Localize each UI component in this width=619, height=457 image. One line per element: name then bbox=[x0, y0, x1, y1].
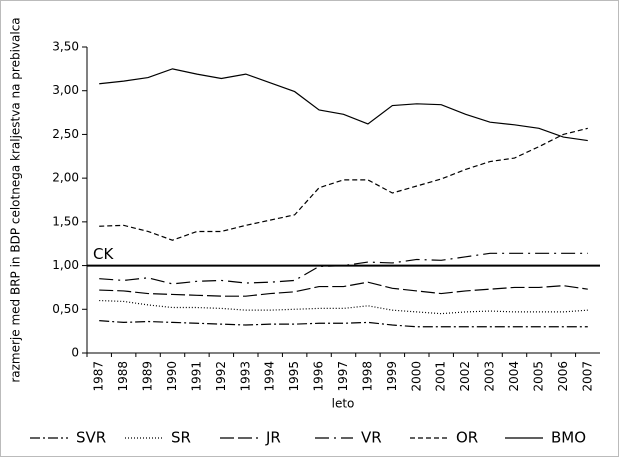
x-tick-label: 1998 bbox=[360, 361, 374, 392]
x-tick-label: 1987 bbox=[92, 361, 106, 392]
x-tick-label: 1989 bbox=[141, 361, 155, 392]
y-tick-label: 2,00 bbox=[52, 171, 79, 185]
x-tick-label: 1988 bbox=[116, 361, 130, 392]
y-tick-label: 3,00 bbox=[52, 83, 79, 97]
legend-label: JR bbox=[265, 429, 281, 447]
y-tick-label: 0 bbox=[71, 346, 79, 360]
legend-label: OR bbox=[456, 429, 478, 447]
series-line bbox=[99, 281, 588, 297]
x-tick-label: 2003 bbox=[483, 361, 497, 392]
x-tick-label: 1997 bbox=[336, 361, 350, 392]
x-tick-label: 1992 bbox=[214, 361, 228, 392]
x-tick-label: 2005 bbox=[531, 361, 545, 392]
legend-label: VR bbox=[361, 429, 382, 447]
x-tick-label: 1990 bbox=[165, 361, 179, 392]
x-tick-label: 2001 bbox=[434, 361, 448, 392]
x-tick-label: 1999 bbox=[385, 361, 399, 392]
series-line bbox=[99, 68, 588, 142]
y-tick-label: 2,50 bbox=[52, 127, 79, 141]
x-tick-label: 1994 bbox=[263, 361, 277, 392]
legend-label: BMO bbox=[551, 429, 586, 447]
x-tick-label: 1991 bbox=[189, 361, 203, 392]
y-tick-label: 1,50 bbox=[52, 214, 79, 228]
series-line bbox=[99, 320, 588, 328]
legend-label: SVR bbox=[76, 429, 106, 447]
series-line bbox=[99, 299, 588, 315]
reference-label: CK bbox=[93, 245, 114, 263]
y-tick-label: 3,50 bbox=[52, 40, 79, 54]
y-tick-label: 0,50 bbox=[52, 302, 79, 316]
x-tick-label: 2000 bbox=[409, 361, 423, 392]
x-tick-label: 2002 bbox=[458, 361, 472, 392]
legend-label: SR bbox=[171, 429, 191, 447]
x-tick-label: 2006 bbox=[556, 361, 570, 392]
x-tick-label: 1996 bbox=[312, 361, 326, 392]
series-line bbox=[99, 252, 588, 285]
y-axis-label: razmerje med BRP in BDP celotnega kralje… bbox=[9, 17, 23, 382]
series-line bbox=[99, 127, 588, 241]
x-tick-label: 2007 bbox=[580, 361, 594, 392]
x-axis-label: leto bbox=[332, 397, 355, 411]
x-tick-label: 1993 bbox=[238, 361, 252, 392]
x-tick-label: 2004 bbox=[507, 361, 521, 392]
x-tick-label: 1995 bbox=[287, 361, 301, 392]
y-tick-label: 1,00 bbox=[52, 258, 79, 272]
